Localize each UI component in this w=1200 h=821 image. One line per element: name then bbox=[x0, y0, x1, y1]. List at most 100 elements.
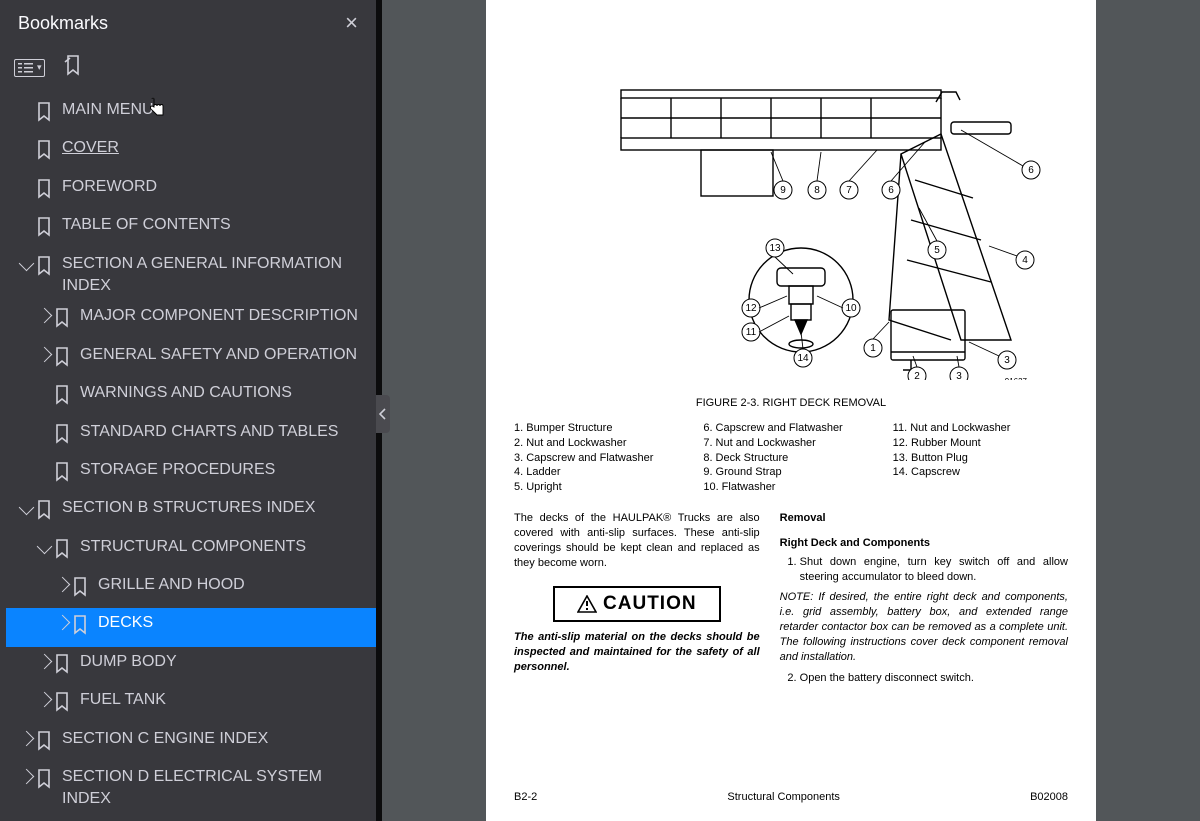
figure-diagram: 98 76 13 1211 14 101 23 34 56 bbox=[514, 60, 1068, 390]
bookmark-icon bbox=[36, 728, 58, 758]
chevron-icon[interactable] bbox=[34, 421, 54, 426]
collapse-tab[interactable] bbox=[376, 395, 390, 433]
bookmark-label: SECTION A GENERAL INFORMATION INDEX bbox=[58, 253, 368, 298]
bookmark-label: STANDARD CHARTS AND TABLES bbox=[76, 421, 368, 443]
bookmark-item[interactable]: SECTION B STRUCTURES INDEX bbox=[6, 493, 376, 531]
bookmark-item[interactable]: FOREWORD bbox=[6, 172, 376, 210]
chevron-icon[interactable] bbox=[34, 536, 54, 552]
bookmark-icon bbox=[72, 574, 94, 604]
bookmark-item[interactable]: GRILLE AND HOOD bbox=[6, 570, 376, 608]
chevron-icon[interactable] bbox=[16, 137, 36, 142]
bookmark-label: GRILLE AND HOOD bbox=[94, 574, 368, 596]
part-item: 14. Capscrew bbox=[893, 465, 1068, 480]
removal-heading: Removal bbox=[780, 511, 1068, 526]
bookmark-icon bbox=[36, 214, 58, 244]
footer-right: B02008 bbox=[1030, 790, 1068, 805]
bookmark-icon bbox=[54, 421, 76, 451]
footer-center: Structural Components bbox=[727, 790, 840, 805]
part-item: 2. Nut and Lockwasher bbox=[514, 436, 689, 451]
bookmark-item[interactable]: SECTION C ENGINE INDEX bbox=[6, 724, 376, 762]
bookmark-icon bbox=[36, 497, 58, 527]
part-item: 1. Bumper Structure bbox=[514, 421, 689, 436]
current-bookmark-icon[interactable] bbox=[63, 54, 83, 81]
bookmark-item[interactable]: SECTION D ELECTRICAL SYSTEM INDEX bbox=[6, 762, 376, 815]
bookmark-icon bbox=[54, 689, 76, 719]
svg-text:8: 8 bbox=[814, 185, 820, 196]
bookmark-item[interactable]: MAJOR COMPONENT DESCRIPTION bbox=[6, 301, 376, 339]
bookmark-item[interactable]: SECTION A GENERAL INFORMATION INDEX bbox=[6, 249, 376, 302]
close-icon[interactable]: × bbox=[345, 10, 358, 36]
chevron-icon[interactable] bbox=[16, 728, 36, 744]
svg-text:11: 11 bbox=[746, 327, 757, 338]
sidebar-resizer[interactable] bbox=[376, 0, 382, 821]
subheading: Right Deck and Components bbox=[780, 536, 1068, 551]
chevron-icon[interactable] bbox=[34, 382, 54, 387]
svg-text:2: 2 bbox=[914, 371, 920, 380]
bookmark-label: SECTION D ELECTRICAL SYSTEM INDEX bbox=[58, 766, 368, 811]
sidebar-title: Bookmarks bbox=[18, 13, 108, 34]
svg-text:13: 13 bbox=[769, 243, 781, 254]
view-options-button[interactable]: ▾ bbox=[14, 59, 45, 77]
bookmark-icon bbox=[36, 766, 58, 796]
chevron-icon[interactable] bbox=[34, 459, 54, 464]
bookmark-item[interactable]: MAIN MENU bbox=[6, 95, 376, 133]
chevron-icon[interactable] bbox=[16, 176, 36, 181]
chevron-icon[interactable] bbox=[34, 689, 54, 705]
bookmark-icon bbox=[36, 137, 58, 167]
part-item: 9. Ground Strap bbox=[703, 465, 878, 480]
bookmark-item[interactable]: STRUCTURAL COMPONENTS bbox=[6, 532, 376, 570]
bookmark-item[interactable]: DECKS bbox=[6, 608, 376, 646]
bookmark-item[interactable]: SECTION E ELECTRICAL PROPULSION COMPONEN… bbox=[6, 815, 376, 821]
bookmark-label: COVER bbox=[58, 137, 368, 159]
parts-column: 11. Nut and Lockwasher12. Rubber Mount13… bbox=[893, 421, 1068, 495]
bookmark-label: TABLE OF CONTENTS bbox=[58, 214, 368, 236]
bookmark-item[interactable]: STORAGE PROCEDURES bbox=[6, 455, 376, 493]
part-item: 6. Capscrew and Flatwasher bbox=[703, 421, 878, 436]
caution-box: CAUTION bbox=[553, 586, 721, 622]
bookmark-label: GENERAL SAFETY AND OPERATION bbox=[76, 344, 368, 366]
svg-text:5: 5 bbox=[934, 245, 940, 256]
chevron-icon[interactable] bbox=[52, 612, 72, 628]
cursor-icon bbox=[148, 97, 166, 124]
step-1: Shut down engine, turn key switch off an… bbox=[800, 555, 1068, 585]
bookmark-item[interactable]: DUMP BODY bbox=[6, 647, 376, 685]
figure-caption: FIGURE 2-3. RIGHT DECK REMOVAL bbox=[514, 396, 1068, 411]
chevron-icon[interactable] bbox=[16, 99, 36, 104]
bookmark-item[interactable]: COVER bbox=[6, 133, 376, 171]
part-item: 3. Capscrew and Flatwasher bbox=[514, 451, 689, 466]
sidebar-toolbar: ▾ bbox=[0, 50, 376, 91]
chevron-icon[interactable] bbox=[16, 497, 36, 513]
chevron-icon[interactable] bbox=[34, 651, 54, 667]
part-item: 11. Nut and Lockwasher bbox=[893, 421, 1068, 436]
bookmark-icon bbox=[54, 382, 76, 412]
chevron-icon[interactable] bbox=[34, 305, 54, 321]
bookmark-icon bbox=[36, 253, 58, 283]
chevron-icon[interactable] bbox=[52, 574, 72, 590]
bookmark-item[interactable]: TABLE OF CONTENTS bbox=[6, 210, 376, 248]
bookmark-item[interactable]: WARNINGS AND CAUTIONS bbox=[6, 378, 376, 416]
parts-list: 1. Bumper Structure2. Nut and Lockwasher… bbox=[514, 421, 1068, 495]
bookmark-tree[interactable]: MAIN MENU COVER FOREWORD TABLE OF CONTENTS S… bbox=[0, 91, 376, 821]
part-item: 5. Upright bbox=[514, 480, 689, 495]
chevron-icon[interactable] bbox=[16, 766, 36, 782]
chevron-icon[interactable] bbox=[34, 344, 54, 360]
svg-text:10: 10 bbox=[845, 303, 857, 314]
bookmark-icon bbox=[54, 344, 76, 374]
bookmark-item[interactable]: STANDARD CHARTS AND TABLES bbox=[6, 417, 376, 455]
sidebar-header: Bookmarks × bbox=[0, 0, 376, 50]
document-viewport[interactable]: 98 76 13 1211 14 101 23 34 56 bbox=[382, 0, 1200, 821]
part-item: 4. Ladder bbox=[514, 465, 689, 480]
chevron-icon[interactable] bbox=[16, 214, 36, 219]
svg-text:6: 6 bbox=[1028, 165, 1034, 176]
page-footer: B2-2 Structural Components B02008 bbox=[514, 768, 1068, 805]
bookmark-item[interactable]: GENERAL SAFETY AND OPERATION bbox=[6, 340, 376, 378]
svg-text:12: 12 bbox=[745, 303, 757, 314]
footer-left: B2-2 bbox=[514, 790, 537, 805]
chevron-icon[interactable] bbox=[16, 253, 36, 269]
part-item: 13. Button Plug bbox=[893, 451, 1068, 466]
caution-text: The anti-slip material on the decks shou… bbox=[514, 630, 760, 675]
bookmark-label: MAIN MENU bbox=[58, 99, 368, 121]
bookmark-item[interactable]: FUEL TANK bbox=[6, 685, 376, 723]
right-column: Removal Right Deck and Components Shut d… bbox=[780, 511, 1068, 689]
parts-column: 1. Bumper Structure2. Nut and Lockwasher… bbox=[514, 421, 689, 495]
